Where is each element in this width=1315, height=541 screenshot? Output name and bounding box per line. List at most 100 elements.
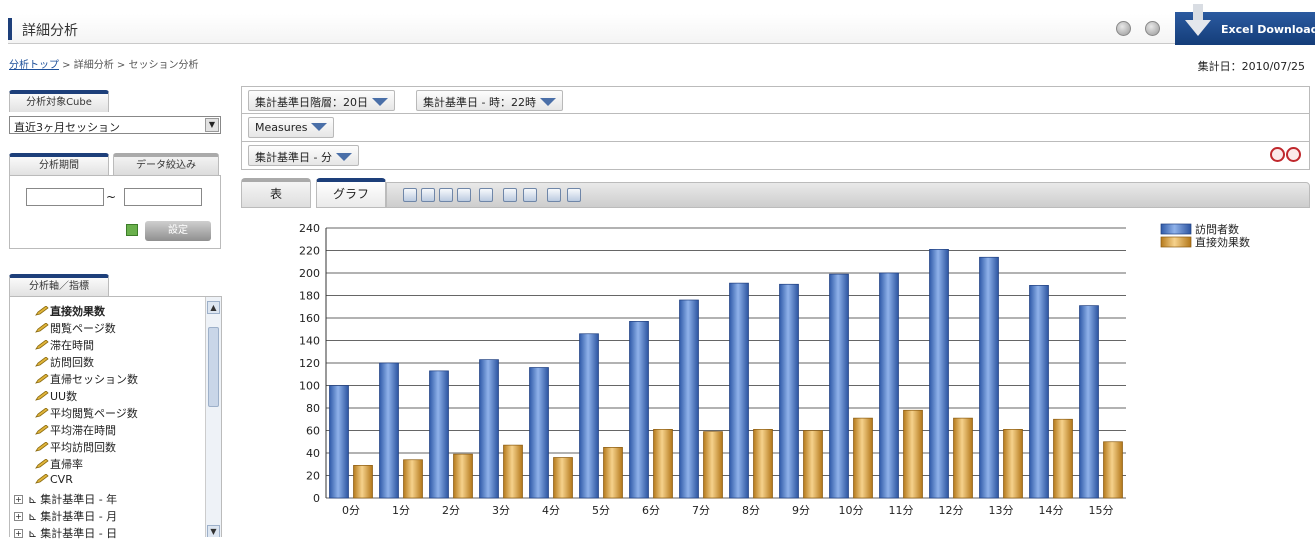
bar-chart-icon[interactable] (403, 188, 417, 202)
measure-item-label: 訪問回数 (50, 356, 94, 369)
bar-direct-effect (953, 417, 973, 499)
filter-row-column: 集計基準日階層：20日 集計基準日 - 時：22時 (241, 86, 1310, 114)
breadcrumb-rest: > 詳細分析 > セッション分析 (59, 60, 199, 71)
chevron-down-icon[interactable]: ▼ (205, 118, 219, 132)
bar-direct-effect (453, 453, 473, 499)
clear-all-icon[interactable] (1286, 147, 1301, 162)
y-tick-label: 80 (306, 402, 320, 415)
chart-toolbar (386, 182, 1310, 208)
measure-item-label: UU数 (50, 390, 78, 403)
bar-direct-effect (1103, 441, 1123, 499)
row-axis-chip[interactable]: 集計基準日 - 分 (248, 145, 359, 166)
bar-direct-effect (353, 465, 373, 499)
pencil-icon (35, 442, 49, 452)
tab-period[interactable]: 分析期間 (9, 153, 109, 175)
measure-item[interactable]: 平均滞在時間 (35, 422, 116, 438)
measure-item-label: 滞在時間 (50, 339, 94, 352)
bar-direct-effect (753, 429, 773, 499)
chart-options-icon[interactable] (479, 188, 493, 202)
x-tick-label: 2分 (442, 504, 460, 517)
chevron-down-icon (311, 123, 328, 131)
area-chart-icon[interactable] (457, 188, 471, 202)
filter-row-row-axis: 集計基準日 - 分 (241, 142, 1310, 170)
measure-item[interactable]: 平均訪問回数 (35, 439, 116, 455)
measure-item[interactable]: 平均閲覧ページ数 (35, 405, 138, 421)
measure-item-label: 閲覧ページ数 (50, 322, 116, 335)
bar-direct-effect (903, 409, 923, 499)
bar-chart: 0 20 40 60 80 100 120 140 160 180 200 220 240 0分 1分 2分 3… (299, 222, 1250, 517)
x-tick-label: 7分 (692, 504, 710, 517)
y-tick-label: 40 (306, 447, 320, 460)
dimension-node[interactable]: + ⊾ 集計基準日 - 月 (14, 508, 117, 524)
bar-visitors (529, 367, 549, 499)
calendar-icon[interactable] (126, 224, 138, 236)
hierarchy-icon: ⊾ (28, 527, 38, 540)
bar-visitors (629, 321, 649, 499)
bar-visitors (1079, 305, 1099, 499)
cube-select[interactable]: 直近3ヶ月セッション ▼ (9, 116, 221, 134)
breadcrumb-top-link[interactable]: 分析トップ (9, 60, 59, 71)
axis-tree: ▲ ▼ (9, 296, 222, 537)
x-tick-label: 8分 (742, 504, 760, 517)
tab-data-filter[interactable]: データ絞込み (113, 153, 219, 175)
tab-table[interactable]: 表 (241, 178, 311, 208)
y-tick-label: 200 (299, 267, 320, 280)
bar-direct-effect (403, 459, 423, 499)
dimension-node[interactable]: + ⊾ 集計基準日 - 年 (14, 491, 117, 507)
sum-icon[interactable] (547, 188, 561, 202)
excel-download-button[interactable]: Excel Download (1175, 4, 1315, 45)
pencil-icon (35, 323, 49, 333)
bar-visitors (929, 249, 949, 499)
tab-cube[interactable]: 分析対象Cube (9, 90, 109, 112)
measure-item[interactable]: CVR (35, 473, 73, 486)
tab-axis-measures[interactable]: 分析軸／指標 (9, 274, 109, 296)
set-button[interactable]: 設定 (145, 221, 211, 241)
tree-scrollbar[interactable]: ▲ ▼ (205, 297, 221, 537)
measures-chip[interactable]: Measures (248, 117, 335, 138)
clear-filter-icon[interactable] (1270, 147, 1285, 162)
excel-download-label: Excel Download (1221, 23, 1315, 36)
measure-item[interactable]: 直帰率 (35, 456, 83, 472)
measure-item[interactable]: 滞在時間 (35, 337, 94, 353)
measure-item[interactable]: 閲覧ページ数 (35, 320, 116, 336)
scroll-up-icon[interactable]: ▲ (207, 301, 220, 314)
measure-item[interactable]: 訪問回数 (35, 354, 94, 370)
pencil-icon (35, 357, 49, 367)
x-tick-label: 14分 (1039, 504, 1064, 517)
measure-item[interactable]: UU数 (35, 388, 77, 404)
scroll-thumb[interactable] (208, 327, 219, 407)
legend-swatch (1160, 223, 1192, 235)
bar-visitors (679, 299, 699, 499)
bar-visitors (779, 283, 799, 499)
scroll-down-icon[interactable]: ▼ (207, 525, 220, 537)
measure-item-label: 平均滞在時間 (50, 424, 116, 437)
expand-icon[interactable]: + (14, 495, 23, 504)
chevron-down-icon (539, 98, 556, 106)
pencil-icon (35, 340, 49, 350)
grid-toggle-icon[interactable] (503, 188, 517, 202)
filter-chip-hour-label: 集計基準日 - 時：22時 (423, 96, 536, 109)
dimension-node[interactable]: + ⊾ 集計基準日 - 日 (14, 525, 117, 541)
filter-chip-day-level[interactable]: 集計基準日階層：20日 (248, 90, 395, 111)
x-tick-label: 4分 (542, 504, 560, 517)
filter-chip-hour[interactable]: 集計基準日 - 時：22時 (416, 90, 563, 111)
pencil-icon (35, 374, 49, 384)
bar-direct-effect (1053, 418, 1073, 499)
end-date-input[interactable] (124, 188, 202, 206)
tab-graph[interactable]: グラフ (316, 178, 386, 208)
y-tick-label: 60 (306, 425, 320, 438)
expand-icon[interactable]: + (14, 512, 23, 521)
y-tick-label: 220 (299, 245, 320, 258)
stacked-bar-icon[interactable] (421, 188, 435, 202)
help-icon[interactable] (1145, 21, 1160, 36)
start-date-input[interactable] (26, 188, 104, 206)
measure-item[interactable]: 直帰セッション数 (35, 371, 138, 387)
gear-icon[interactable] (1116, 21, 1131, 36)
line-chart-icon[interactable] (439, 188, 453, 202)
x-tick-label: 0分 (342, 504, 360, 517)
x-tick-label: 11分 (889, 504, 914, 517)
swap-axes-icon[interactable] (567, 188, 581, 202)
y-tick-label: 0 (313, 492, 320, 505)
legend-toggle-icon[interactable] (523, 188, 537, 202)
measure-item[interactable]: 直接効果数 (35, 303, 105, 319)
